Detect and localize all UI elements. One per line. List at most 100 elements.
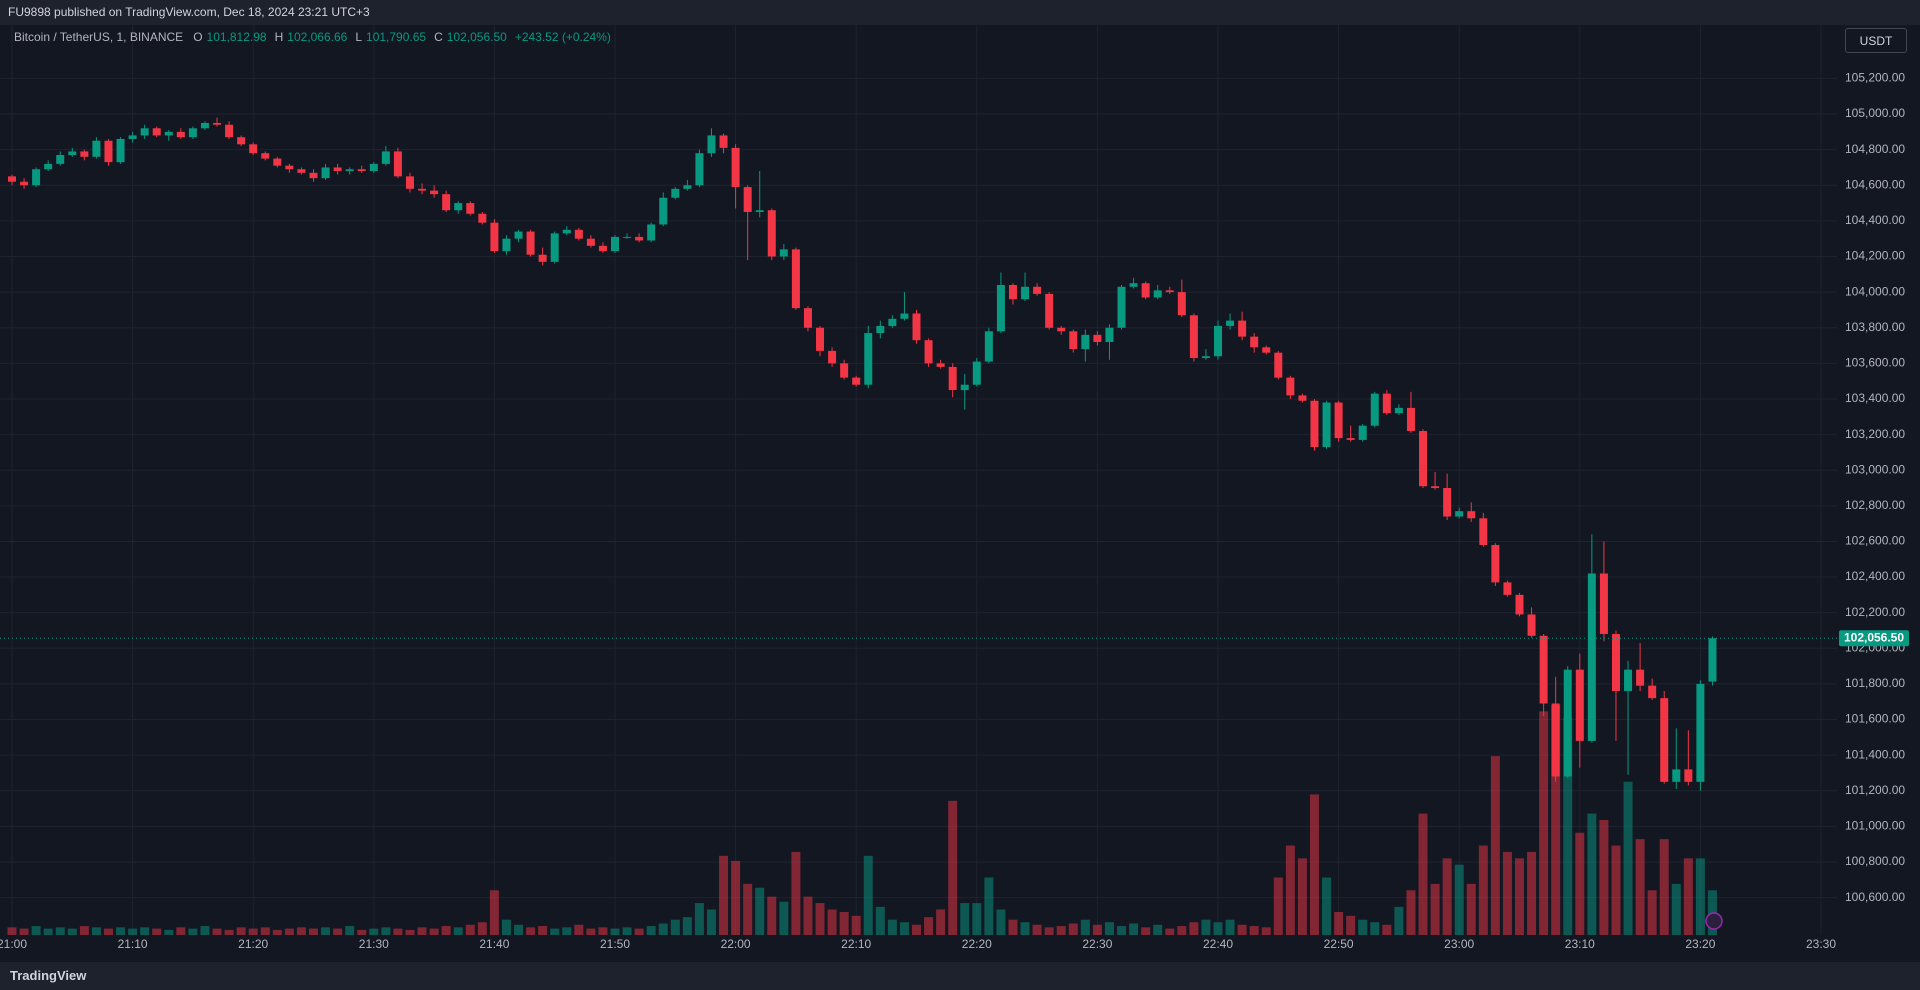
candle-body [538, 254, 547, 262]
volume-bar [1322, 877, 1332, 935]
volume-bar [1478, 845, 1488, 935]
volume-bar [803, 896, 813, 935]
volume-bar [1129, 923, 1139, 935]
candle-body [562, 229, 571, 234]
candle-body [237, 137, 246, 145]
volume-bar [863, 855, 873, 935]
candle-body [225, 124, 234, 138]
candle-body [731, 147, 740, 188]
candle-body [1406, 407, 1415, 432]
volume-bar [369, 928, 379, 935]
volume-bar [1044, 927, 1054, 935]
volume-bar [1020, 922, 1030, 935]
candle-body [972, 361, 981, 385]
volume-bar [116, 927, 126, 935]
volume-bar [1394, 906, 1404, 935]
candle-body [92, 140, 101, 157]
volume-bar [526, 927, 536, 935]
last-price-label: 102,056.50 [1844, 630, 1904, 644]
candle-body [1346, 438, 1355, 440]
y-tick-label: 101,600.00 [1845, 712, 1905, 726]
volume-bar [357, 929, 367, 935]
volume-bar [453, 927, 463, 935]
candle-body [442, 194, 451, 211]
x-tick-label: 23:20 [1685, 937, 1715, 951]
volume-bar [1346, 915, 1356, 935]
candle-body [1214, 325, 1222, 357]
volume-bar [779, 901, 789, 935]
candle-body [1370, 393, 1379, 426]
volume-bar [1466, 883, 1476, 935]
y-tick-label: 105,000.00 [1845, 106, 1905, 120]
candle-body [900, 313, 909, 319]
volume-bar [1177, 926, 1187, 935]
volume-bar [550, 928, 560, 935]
candle-body [1563, 669, 1572, 777]
candle-body [56, 155, 65, 164]
candle-body [1165, 290, 1174, 293]
volume-bar [79, 926, 89, 935]
volume-bar [1008, 919, 1018, 935]
candle-body [1129, 283, 1138, 287]
volume-bar [152, 928, 162, 935]
candle-body [1250, 336, 1259, 348]
volume-bar [1201, 919, 1211, 935]
volume-bar [309, 928, 318, 935]
volume-bar [1092, 924, 1102, 935]
ohlc-key: H [274, 30, 284, 44]
candle-body [1358, 425, 1367, 440]
footer: TradingView [0, 962, 1920, 990]
x-tick-label: 22:10 [841, 937, 871, 951]
candle-body [213, 122, 222, 125]
volume-bar [1406, 890, 1416, 935]
volume-bar [1659, 839, 1669, 935]
volume-bar [1104, 922, 1114, 935]
x-tick-label: 22:50 [1324, 937, 1354, 951]
y-tick-label: 104,400.00 [1845, 213, 1905, 227]
volume-bar [1249, 926, 1259, 935]
volume-bar [912, 924, 921, 935]
volume-bar [224, 929, 234, 935]
currency-button[interactable]: USDT [1845, 28, 1907, 53]
candle-body [430, 190, 439, 195]
candle-body [20, 181, 29, 186]
candle-body [876, 325, 885, 334]
volume-bar [321, 927, 331, 935]
candle-body [1515, 594, 1524, 615]
candle-body [1503, 582, 1512, 595]
x-tick-label: 23:00 [1444, 937, 1474, 951]
candle-body [345, 169, 354, 172]
volume-bar [851, 915, 861, 935]
volume-bar [128, 928, 138, 935]
candle-body [514, 231, 523, 239]
x-tick-label: 22:30 [1082, 937, 1112, 951]
candle-body [828, 350, 837, 364]
volume-bar [67, 928, 77, 935]
candle-body [1286, 377, 1295, 396]
volume-bar [1213, 922, 1223, 935]
volume-bar [767, 896, 777, 935]
candle-body [1334, 402, 1343, 439]
candle-body [1093, 334, 1102, 342]
candle-body [1117, 286, 1126, 328]
candle-body [1696, 683, 1705, 782]
volume-bar [984, 877, 994, 935]
volume-bar [839, 912, 849, 935]
volume-bar [827, 909, 837, 935]
candle-body [1708, 638, 1717, 682]
candle-body [309, 172, 318, 179]
volume-bar [887, 919, 897, 935]
change: +243.52 (+0.24%) [514, 30, 611, 44]
candle-body [707, 135, 716, 154]
candle-body [1033, 286, 1042, 294]
candle-body [502, 238, 511, 252]
volume-bar [875, 906, 885, 935]
volume-bar [1490, 756, 1500, 935]
volume-bar [1285, 845, 1295, 935]
volume-bar [284, 928, 294, 935]
candle-body [1539, 635, 1548, 704]
y-tick-label: 105,200.00 [1845, 71, 1905, 85]
volume-bar [972, 903, 982, 935]
volume-bar [538, 926, 548, 935]
candle-body [478, 213, 487, 223]
